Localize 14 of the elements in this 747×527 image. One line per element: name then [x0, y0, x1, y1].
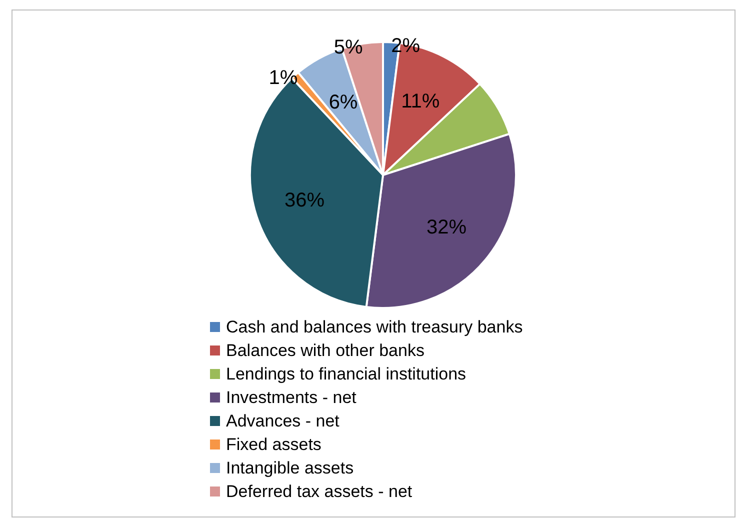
data-label: 11%: [401, 90, 440, 113]
data-label: 5%: [334, 36, 364, 59]
data-label: 2%: [391, 35, 420, 58]
legend-label: Lendings to financial institutions: [226, 364, 466, 384]
legend-label: Fixed assets: [226, 435, 322, 454]
data-label: 36%: [284, 189, 325, 212]
legend-label: Advances - net: [226, 412, 340, 430]
legend-label: Intangible assets: [226, 458, 354, 478]
legend-label: Investments - net: [226, 388, 357, 407]
legend-label: Deferred tax assets - net: [226, 482, 412, 501]
legend-label: Cash and balances with treasury banks: [226, 318, 523, 336]
data-label: 6%: [328, 92, 358, 114]
data-label: 32%: [426, 216, 467, 239]
legend-label: Balances with other banks: [226, 341, 424, 360]
